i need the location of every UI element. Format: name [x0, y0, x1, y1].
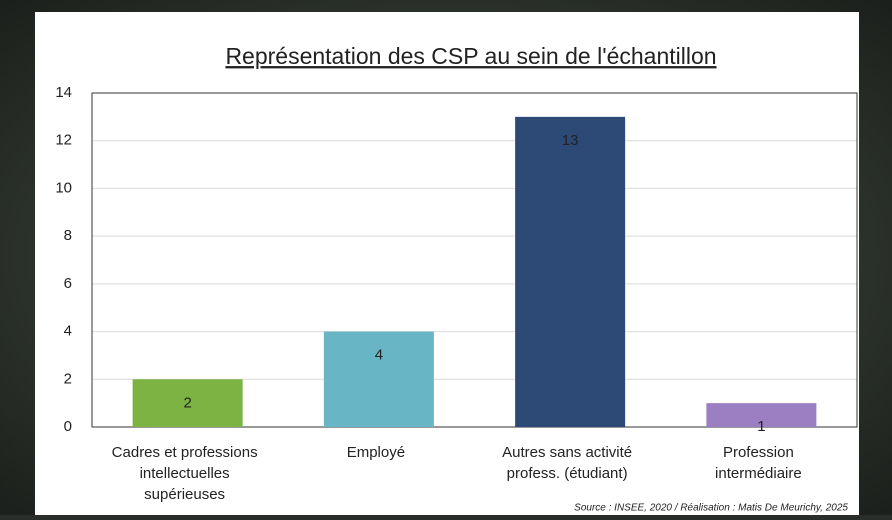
y-tick-label: 6: [64, 275, 72, 292]
data-label: 1: [757, 418, 765, 435]
bar: [323, 331, 434, 427]
bar: [706, 403, 817, 427]
y-tick-label: 4: [64, 323, 72, 340]
data-label: 4: [375, 347, 383, 364]
chart-title: Représentation des CSP au sein de l'écha…: [225, 43, 716, 69]
y-tick-label: 8: [64, 227, 72, 244]
y-tick-label: 0: [64, 418, 72, 435]
x-tick-label: supérieuses: [144, 486, 225, 503]
source-note: Source : INSEE, 2020 / Réalisation : Mat…: [574, 503, 848, 514]
x-tick-label: Employé: [347, 444, 405, 461]
bar: [515, 116, 626, 427]
x-tick-label: intellectuelles: [140, 465, 230, 482]
x-tick-label: Autres sans activité: [502, 444, 632, 461]
chart-panel: [35, 12, 859, 515]
y-tick-label: 14: [55, 84, 72, 101]
data-label: 13: [562, 132, 579, 149]
y-tick-label: 12: [55, 132, 72, 149]
x-tick-label: Profession: [723, 444, 794, 461]
y-tick-label: 10: [55, 179, 72, 196]
x-tick-label: intermédiaire: [715, 465, 802, 482]
bar: [132, 379, 243, 427]
data-label: 2: [183, 394, 191, 411]
plot-frame: [91, 92, 858, 428]
x-tick-label: Cadres et professions: [112, 444, 258, 461]
x-tick-label: profess. (étudiant): [507, 465, 628, 482]
y-tick-label: 2: [64, 370, 72, 387]
